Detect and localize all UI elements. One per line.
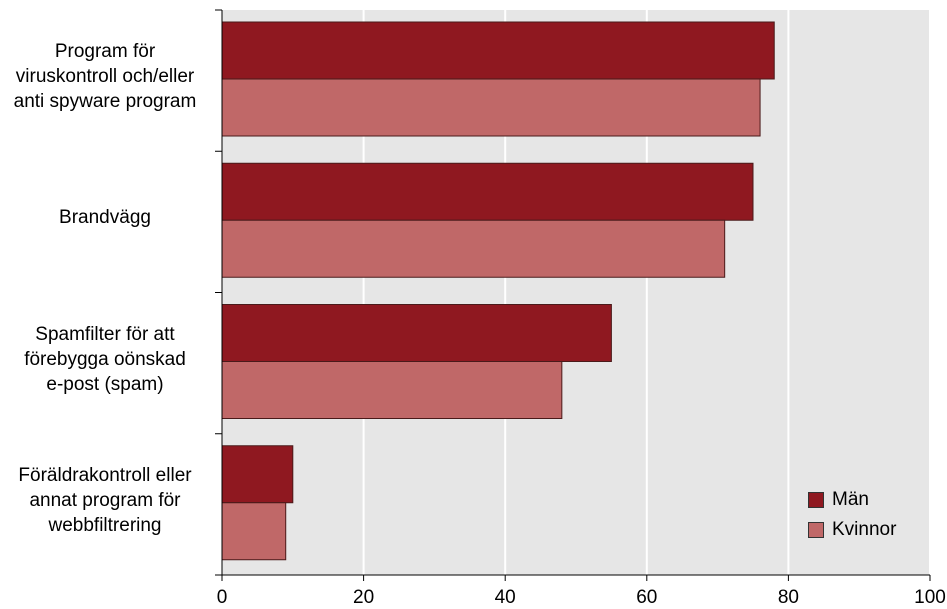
legend-item-kvinnor: Kvinnor — [808, 515, 896, 545]
x-tick-label-3: 60 — [636, 587, 658, 608]
legend-label: Kvinnor — [832, 519, 897, 540]
category-label-0: Program för viruskontroll och/eller anti… — [13, 41, 197, 113]
bar-kvinnor-0 — [221, 78, 761, 137]
legend-item-män: Män — [808, 485, 896, 515]
bar-män-3 — [221, 445, 294, 504]
bar-kvinnor-2 — [221, 361, 563, 419]
category-label-2: Spamfilter för att förebygga oönskad e-p… — [24, 323, 186, 395]
legend-label: Män — [832, 489, 869, 510]
legend: Män Kvinnor — [808, 485, 896, 545]
legend-swatch — [808, 492, 824, 508]
x-tick-label-5: 100 — [914, 587, 946, 608]
bar-kvinnor-3 — [221, 502, 287, 561]
x-tick-label-4: 80 — [777, 587, 799, 608]
category-label-3: Föräldrakontroll eller annat program för… — [18, 464, 192, 536]
bar-män-1 — [221, 162, 754, 221]
bar-män-2 — [221, 304, 612, 362]
bar-män-0 — [221, 21, 775, 80]
x-tick-label-0: 0 — [216, 587, 228, 608]
x-tick-label-1: 20 — [353, 587, 375, 608]
category-label-1: Brandvägg — [59, 207, 151, 229]
bar-kvinnor-1 — [221, 219, 726, 278]
x-tick-label-2: 40 — [494, 587, 516, 608]
legend-swatch — [808, 522, 824, 538]
